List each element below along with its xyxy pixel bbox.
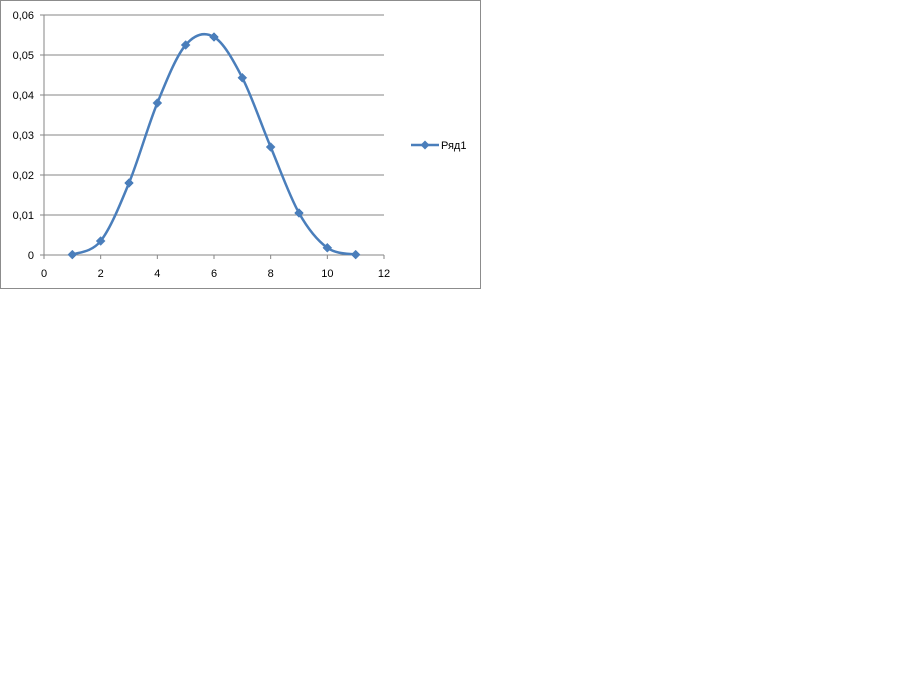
y-tick-label: 0,05 xyxy=(13,50,34,62)
y-tick-label: 0,01 xyxy=(13,210,34,222)
x-tick-label: 10 xyxy=(321,268,333,280)
data-point-marker xyxy=(265,142,276,152)
data-point-marker xyxy=(209,32,219,42)
y-tick-label: 0,04 xyxy=(13,90,34,102)
series-group xyxy=(67,32,361,260)
x-tick-label: 0 xyxy=(41,268,47,280)
data-point-marker xyxy=(180,40,191,50)
y-tick-label: 0,06 xyxy=(13,10,34,22)
data-point-marker xyxy=(322,242,333,253)
data-point-marker xyxy=(67,249,78,260)
y-tick-label: 0 xyxy=(28,250,34,262)
line-chart: 0 0,01 0,02 0,03 0,04 0,05 0,06 0 2 4 6 8 10 12 Ряд1 xyxy=(13,10,467,280)
legend-marker-diamond xyxy=(420,140,430,150)
data-point-marker xyxy=(350,249,361,260)
gridlines xyxy=(44,14,384,216)
y-tick-label: 0,02 xyxy=(13,170,34,182)
data-point-marker xyxy=(124,178,134,188)
x-axis-tick-labels: 0 2 4 6 8 10 12 xyxy=(41,268,390,280)
series-line xyxy=(71,32,356,256)
y-tick-label: 0,03 xyxy=(13,130,34,142)
legend-entry-label: Ряд1 xyxy=(441,140,466,152)
x-tick-label: 6 xyxy=(211,268,217,280)
x-tick-label: 8 xyxy=(268,268,274,280)
y-axis-tick-labels: 0 0,01 0,02 0,03 0,04 0,05 0,06 xyxy=(13,10,34,262)
legend: Ряд1 xyxy=(411,140,466,152)
x-tick-label: 4 xyxy=(154,268,160,280)
chart-area: 0 0,01 0,02 0,03 0,04 0,05 0,06 0 2 4 6 8 10 12 Ряд1 xyxy=(0,0,481,289)
data-point-marker xyxy=(95,236,106,246)
data-point-marker xyxy=(237,72,248,83)
data-point-marker xyxy=(294,208,304,218)
x-tick-label: 12 xyxy=(378,268,390,280)
x-tick-label: 2 xyxy=(98,268,104,280)
data-point-marker xyxy=(152,98,163,108)
axes xyxy=(40,14,385,259)
